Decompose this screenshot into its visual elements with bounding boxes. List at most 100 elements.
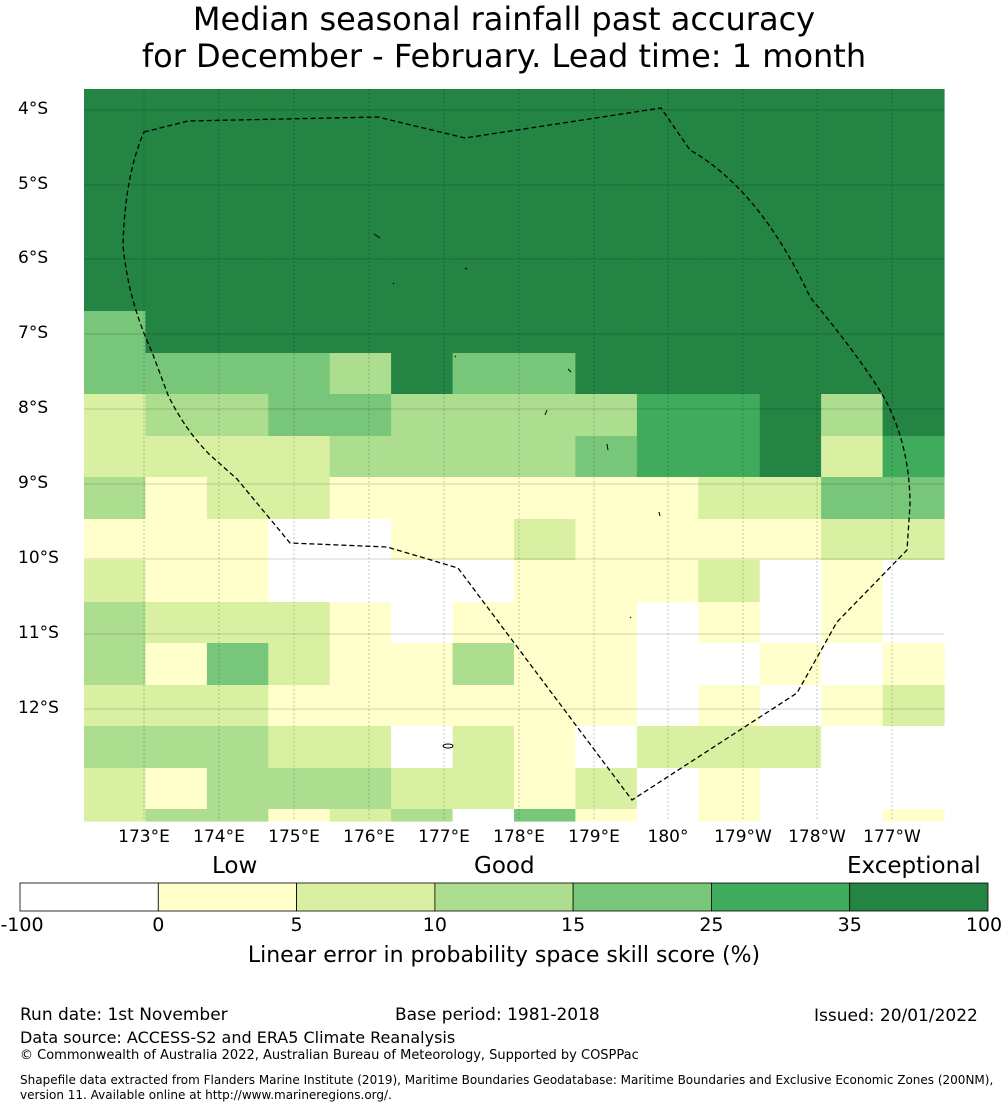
grid-cell [84, 394, 146, 437]
grid-cell [206, 685, 269, 727]
island [373, 233, 381, 239]
colorbar-tick-label: 10 [422, 914, 447, 936]
grid-cell [268, 602, 331, 644]
colorbar-tick-label: -100 [0, 914, 44, 936]
island [464, 267, 468, 270]
grid-cell [391, 726, 454, 769]
grid-cell [514, 809, 576, 822]
grid-cell [452, 809, 515, 822]
grid-cell [391, 602, 454, 644]
latitude-label: 9°S [18, 473, 49, 493]
grid-cell [452, 89, 515, 312]
grid-cell [882, 560, 945, 603]
grid-cell [329, 685, 392, 727]
grid-cell [391, 394, 454, 437]
colorbar-tick-label: 15 [561, 914, 586, 936]
island [454, 355, 457, 358]
grid-cell [84, 519, 146, 561]
colorbar [19, 882, 989, 912]
grid-cell [759, 643, 822, 686]
grid-cell [145, 353, 208, 395]
grid-cell [206, 436, 269, 478]
grid-cell [206, 809, 269, 822]
grid-cell [206, 768, 269, 810]
grid-cell [759, 394, 822, 437]
grid-cell [145, 477, 208, 520]
longitude-label: 177°W [863, 827, 921, 847]
skill-grid [84, 89, 945, 822]
run-date: Run date: 1st November [20, 1005, 228, 1025]
grid-cell [84, 768, 146, 810]
islands [373, 233, 661, 749]
grid-cell [759, 602, 822, 644]
grid-cell [882, 394, 945, 437]
grid-cell [882, 685, 945, 727]
colorbar-segment [572, 882, 712, 912]
grid-cell [821, 726, 884, 769]
colorbar-segment [434, 882, 574, 912]
grid-cell [145, 726, 208, 769]
grid-cell [821, 643, 884, 686]
grid-cell [636, 436, 699, 478]
grid-cell [452, 311, 515, 354]
grid-cell [821, 311, 884, 354]
grid-cell [329, 519, 392, 561]
grid-cell [575, 809, 638, 822]
grid-cell [391, 353, 454, 395]
island [606, 443, 609, 451]
grid-cell [84, 436, 146, 478]
latitude-label: 8°S [18, 398, 49, 418]
grid-cell [452, 477, 515, 520]
latitude-label: 7°S [18, 323, 49, 343]
grid-cell [268, 394, 331, 437]
grid-cell [145, 685, 208, 727]
grid-cell [84, 560, 146, 603]
grid-cell [452, 726, 515, 769]
grid-cell [575, 768, 638, 810]
grid-cell [575, 394, 638, 437]
grid-cell [329, 602, 392, 644]
grid-cell [821, 602, 884, 644]
grid-cell [514, 560, 576, 603]
grid-cell [821, 477, 884, 520]
longitude-label: 175°E [268, 827, 320, 847]
colorbar-tick-label: 35 [837, 914, 862, 936]
grid-cell [329, 768, 392, 810]
grid-cell [268, 519, 331, 561]
grid-cell [391, 519, 454, 561]
latitude-label: 6°S [18, 248, 49, 268]
latitude-label: 4°S [18, 99, 49, 119]
grid-cell [636, 560, 699, 603]
grid-cell [84, 643, 146, 686]
grid-cell [391, 643, 454, 686]
grid-cell [821, 394, 884, 437]
grid-cell [575, 685, 638, 727]
grid-cell [759, 685, 822, 727]
island [629, 616, 632, 619]
grid-cell [514, 311, 576, 354]
grid-cell [636, 643, 699, 686]
island [392, 282, 395, 285]
grid-cell [145, 809, 208, 822]
grid-cell [329, 311, 392, 354]
grid-cell [84, 353, 146, 395]
grid-cell [145, 602, 208, 644]
grid-cell [821, 353, 884, 395]
grid-cell [206, 560, 269, 603]
grid-cell [575, 602, 638, 644]
grid-cell [329, 89, 392, 312]
grid-cell [145, 394, 208, 437]
grid-cell [698, 519, 761, 561]
grid-cell [206, 89, 269, 312]
grid-cell [636, 768, 699, 810]
grid-cell [636, 685, 699, 727]
grid-cell [636, 311, 699, 354]
grid-cell [514, 768, 576, 810]
grid-cell [514, 394, 576, 437]
grid-cell [514, 643, 576, 686]
longitude-label: 179°E [568, 827, 620, 847]
grid-cell [821, 809, 884, 822]
grid-cell [759, 560, 822, 603]
grid-cell [698, 311, 761, 354]
grid-cell [882, 809, 945, 822]
